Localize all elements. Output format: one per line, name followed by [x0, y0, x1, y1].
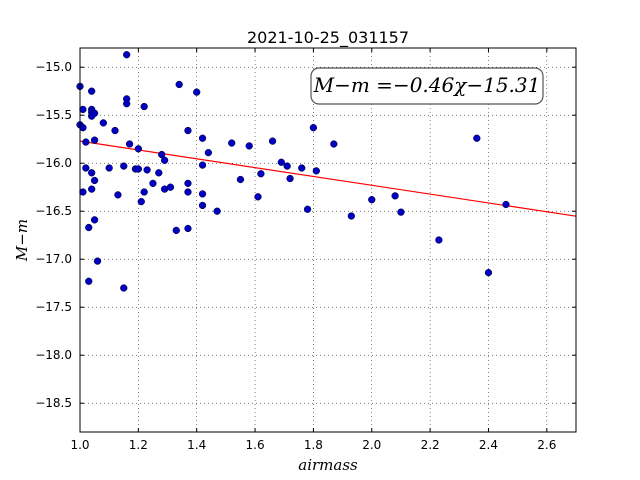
fit-equation-annotation: M−m =−0.46χ−15.31	[310, 67, 544, 105]
data-point	[111, 126, 119, 135]
data-point	[298, 164, 306, 172]
data-point	[90, 136, 99, 144]
data-point	[120, 284, 128, 292]
data-point	[254, 193, 262, 201]
data-point	[79, 124, 87, 132]
data-point	[88, 169, 96, 177]
data-point	[88, 87, 96, 95]
data-point	[99, 119, 107, 127]
data-point	[330, 140, 338, 148]
y-tick-label: −18.0	[35, 348, 72, 362]
data-point	[245, 142, 253, 150]
x-tick-labels: 1.0 1.2 1.4 1.6 1.8 2.0 2.2 2.4 2.6	[70, 438, 556, 452]
data-point	[184, 126, 192, 135]
data-point	[120, 162, 128, 170]
data-point	[90, 109, 99, 117]
data-point	[397, 208, 405, 216]
x-tick-label: 1.4	[187, 438, 206, 452]
data-point	[184, 188, 192, 196]
data-point	[82, 164, 90, 172]
y-tick-label: −16.5	[35, 204, 72, 218]
y-tick-label: −17.0	[35, 252, 72, 266]
x-tick-label: 2.4	[479, 438, 498, 452]
data-point	[93, 257, 102, 265]
x-tick-label: 1.8	[304, 438, 323, 452]
data-point	[391, 192, 399, 200]
x-tick-label: 1.6	[246, 438, 265, 452]
y-tick-labels: −15.0 −15.5 −16.0 −16.5 −17.0 −17.5 −18.0 −18.5	[35, 60, 72, 410]
data-point	[90, 176, 99, 185]
data-point	[473, 134, 481, 142]
chart-title: 2021-10-25_031157	[247, 28, 409, 48]
data-point	[137, 197, 145, 206]
data-point	[184, 179, 192, 188]
data-point	[502, 200, 510, 209]
data-point	[198, 201, 207, 210]
x-axis-label: airmass	[298, 456, 358, 474]
data-point	[158, 150, 166, 159]
data-point	[155, 169, 163, 177]
data-points	[76, 51, 510, 292]
data-point	[435, 236, 443, 244]
data-point	[198, 161, 207, 169]
data-point	[134, 145, 143, 153]
data-point	[257, 170, 265, 178]
x-tick-label: 2.2	[421, 438, 440, 452]
x-tick-label: 1.0	[70, 438, 89, 452]
data-point	[79, 105, 87, 114]
data-point	[123, 100, 131, 108]
data-point	[228, 139, 236, 147]
data-point	[286, 174, 294, 183]
data-point	[105, 164, 113, 172]
data-point	[303, 205, 312, 213]
data-point	[309, 124, 318, 132]
data-point	[277, 158, 285, 166]
data-point	[166, 183, 175, 191]
data-point	[204, 148, 213, 157]
data-point	[193, 88, 201, 96]
data-point	[134, 165, 143, 173]
data-point	[347, 212, 355, 220]
data-point	[85, 277, 93, 285]
data-point	[85, 223, 93, 232]
y-axis-label: M−m	[13, 219, 31, 262]
annotation-text: M−m =−0.46χ−15.31	[313, 73, 541, 97]
data-point	[82, 138, 90, 146]
data-point	[114, 191, 122, 199]
x-tick-label: 1.2	[129, 438, 148, 452]
data-point	[312, 167, 320, 175]
grid	[79, 48, 576, 432]
data-point	[123, 51, 131, 59]
data-point	[172, 226, 180, 235]
data-point	[368, 196, 376, 204]
data-point	[268, 137, 277, 145]
data-point	[175, 80, 183, 89]
y-tick-label: −17.5	[35, 300, 72, 314]
data-point	[236, 175, 245, 184]
annotation-box	[310, 67, 544, 105]
data-point	[140, 102, 148, 111]
data-point	[143, 166, 151, 174]
y-tick-label: −18.5	[35, 396, 72, 410]
plot-area-frame	[79, 47, 577, 433]
data-point	[213, 207, 221, 215]
data-point	[198, 190, 207, 198]
y-tick-label: −16.0	[35, 156, 72, 170]
data-point	[184, 224, 192, 233]
data-point	[198, 134, 207, 142]
data-point	[125, 140, 134, 148]
data-point	[140, 188, 148, 196]
data-point	[90, 216, 99, 224]
data-point	[88, 185, 96, 193]
x-tick-label: 2.6	[537, 438, 556, 452]
y-tick-label: −15.5	[35, 108, 72, 122]
y-tick-label: −15.0	[35, 60, 72, 74]
data-point	[149, 179, 157, 188]
data-point	[484, 268, 493, 277]
x-tick-label: 2.0	[362, 438, 381, 452]
data-point	[79, 188, 87, 196]
data-point	[160, 156, 169, 164]
data-point	[283, 162, 291, 170]
